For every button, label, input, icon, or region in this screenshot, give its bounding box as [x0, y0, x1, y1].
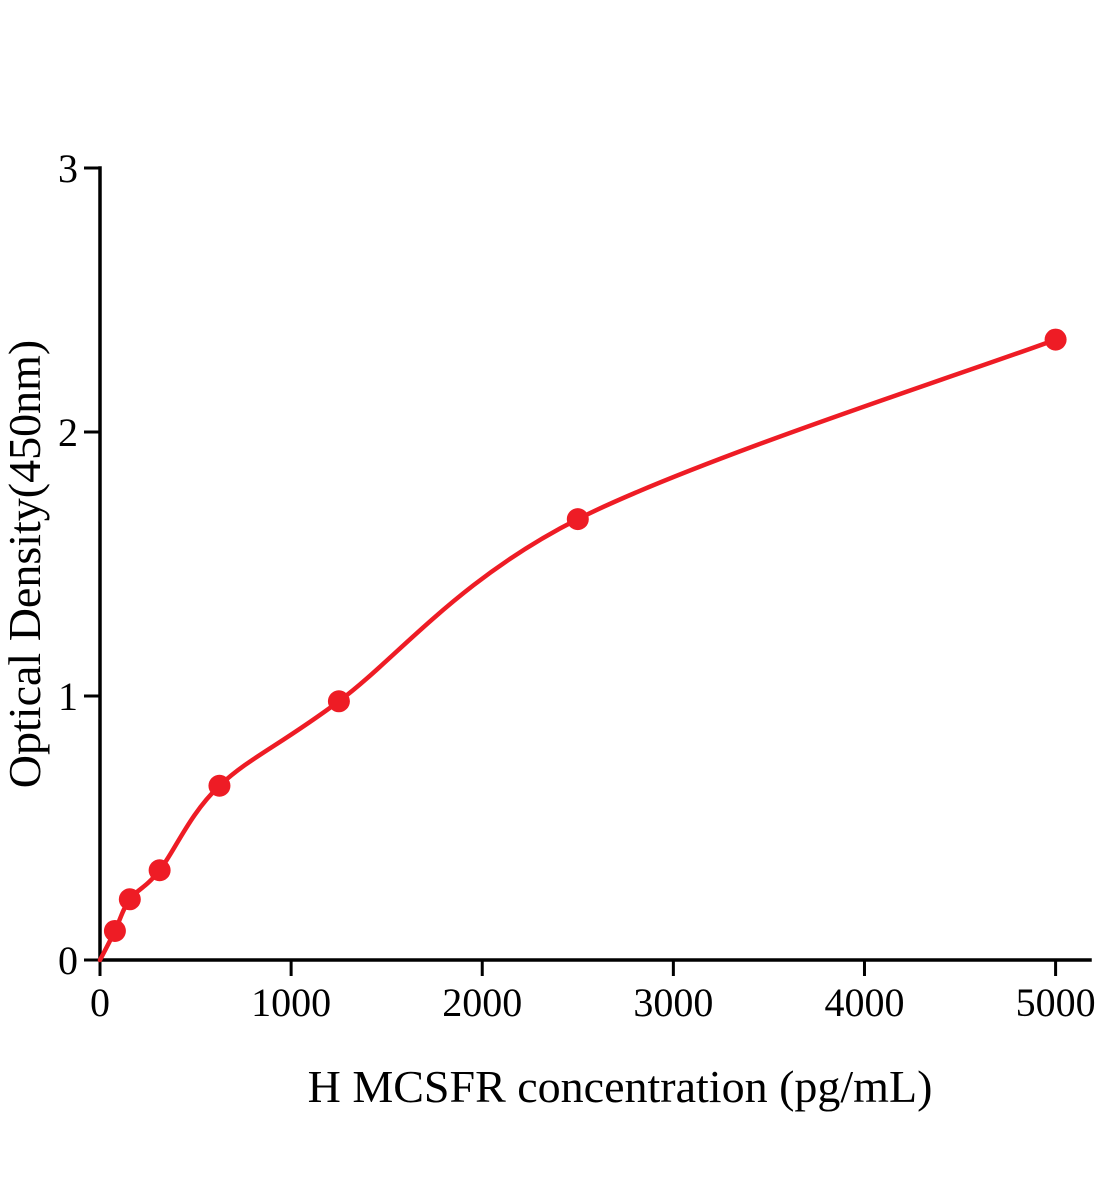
tick-marks: [84, 166, 1058, 976]
data-point: [208, 774, 231, 797]
data-point: [118, 888, 141, 911]
axes: [98, 166, 1092, 962]
data-point: [1044, 328, 1067, 351]
y-tick-label: 0: [58, 938, 78, 983]
x-axis-title: H MCSFR concentration (pg/mL): [308, 1061, 933, 1112]
data-point: [103, 919, 126, 942]
x-tick-label: 3000: [633, 980, 713, 1025]
y-tick-label: 2: [58, 410, 78, 455]
data-point: [327, 690, 350, 713]
tick-labels: 0 1 2 3 0 1000 2000 3000 4000 5000: [58, 146, 1096, 1025]
fit-curve: [97, 337, 1058, 963]
data-series: [97, 328, 1067, 963]
axis-lines: [98, 166, 1092, 962]
x-tick-label: 2000: [442, 980, 522, 1025]
x-tick-label: 4000: [824, 980, 904, 1025]
data-point: [148, 859, 171, 882]
y-tick-label: 1: [58, 674, 78, 719]
y-tick-label: 3: [58, 146, 78, 191]
x-tick-label: 5000: [1016, 980, 1096, 1025]
y-axis-title: Optical Density(450nm): [0, 340, 50, 788]
x-tick-label: 0: [90, 980, 110, 1025]
x-tick-label: 1000: [251, 980, 331, 1025]
data-point: [566, 508, 589, 531]
